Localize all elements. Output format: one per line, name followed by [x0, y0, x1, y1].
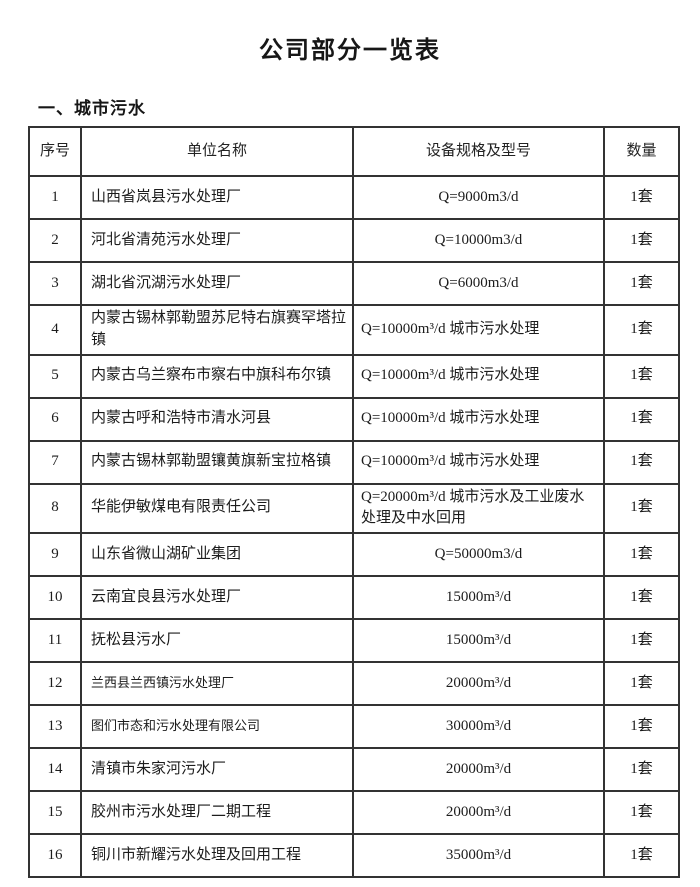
- row-seq: 5: [28, 353, 82, 399]
- sewage-projects-table: 序号 单位名称 设备规格及型号 数量 1 山西省岚县污水处理厂 Q=9000m3/d…: [28, 126, 680, 878]
- row-spec: 30000m³/d: [352, 704, 605, 749]
- column-header-seq: 序号: [28, 126, 82, 177]
- row-unit-name: 湖北省沉湖污水处理厂: [80, 261, 354, 306]
- row-seq: 11: [28, 618, 82, 663]
- row-spec: 20000m³/d: [352, 790, 605, 835]
- row-unit-name: 内蒙古呼和浩特市清水河县: [80, 396, 354, 442]
- row-unit-name: 内蒙古乌兰察布市察右中旗科布尔镇: [80, 353, 354, 399]
- row-qty: 1套: [603, 618, 680, 663]
- row-spec: Q=9000m3/d: [352, 175, 605, 220]
- table-body: 1 山西省岚县污水处理厂 Q=9000m3/d 1套 2 河北省清苑污水处理厂 Q=1000…: [28, 175, 680, 878]
- table-row: 12 兰西县兰西镇污水处理厂 20000m³/d 1套: [28, 661, 680, 706]
- row-spec: Q=10000m3/d: [352, 218, 605, 263]
- table-row: 14 清镇市朱家河污水厂 20000m³/d 1套: [28, 747, 680, 792]
- row-qty: 1套: [603, 439, 680, 485]
- table-row: 9 山东省微山湖矿业集团 Q=50000m3/d 1套: [28, 532, 680, 577]
- row-qty: 1套: [603, 396, 680, 442]
- row-qty: 1套: [603, 261, 680, 306]
- row-unit-name: 内蒙古锡林郭勒盟苏尼特右旗赛罕塔拉镇: [80, 304, 354, 356]
- row-unit-name: 云南宜良县污水处理厂: [80, 575, 354, 620]
- row-seq: 16: [28, 833, 82, 878]
- row-seq: 15: [28, 790, 82, 835]
- table-row: 4 内蒙古锡林郭勒盟苏尼特右旗赛罕塔拉镇 Q=10000m³/d 城市污水处理 1套: [28, 304, 680, 356]
- document-page: 公司部分一览表 一、城市污水 序号 单位名称 设备规格及型号 数量 1 山西省岚县…: [0, 30, 700, 887]
- row-seq: 4: [28, 304, 82, 356]
- table-row: 16 铜川市新耀污水处理及回用工程 35000m³/d 1套: [28, 833, 680, 878]
- row-seq: 9: [28, 532, 82, 577]
- row-qty: 1套: [603, 482, 680, 534]
- row-qty: 1套: [603, 790, 680, 835]
- row-seq: 7: [28, 439, 82, 485]
- table-row: 1 山西省岚县污水处理厂 Q=9000m3/d 1套: [28, 175, 680, 220]
- row-qty: 1套: [603, 833, 680, 878]
- row-spec: Q=6000m3/d: [352, 261, 605, 306]
- column-header-unit-name: 单位名称: [80, 126, 354, 177]
- row-spec: Q=10000m³/d 城市污水处理: [352, 439, 605, 485]
- row-qty: 1套: [603, 218, 680, 263]
- table-row: 3 湖北省沉湖污水处理厂 Q=6000m3/d 1套: [28, 261, 680, 306]
- table-row: 15 胶州市污水处理厂二期工程 20000m³/d 1套: [28, 790, 680, 835]
- row-unit-name: 山西省岚县污水处理厂: [80, 175, 354, 220]
- row-spec: Q=10000m³/d 城市污水处理: [352, 353, 605, 399]
- table-row: 10 云南宜良县污水处理厂 15000m³/d 1套: [28, 575, 680, 620]
- row-seq: 10: [28, 575, 82, 620]
- row-spec: 15000m³/d: [352, 575, 605, 620]
- row-spec: Q=10000m³/d 城市污水处理: [352, 396, 605, 442]
- row-qty: 1套: [603, 175, 680, 220]
- table-row: 11 抚松县污水厂 15000m³/d 1套: [28, 618, 680, 663]
- row-unit-name: 胶州市污水处理厂二期工程: [80, 790, 354, 835]
- row-spec: Q=50000m3/d: [352, 532, 605, 577]
- row-seq: 6: [28, 396, 82, 442]
- page-title: 公司部分一览表: [259, 38, 441, 64]
- row-unit-name: 铜川市新耀污水处理及回用工程: [80, 833, 354, 878]
- section-heading: 一、城市污水: [38, 99, 146, 118]
- row-seq: 2: [28, 218, 82, 263]
- table-header-row: 序号 单位名称 设备规格及型号 数量: [28, 126, 680, 177]
- row-unit-name: 河北省清苑污水处理厂: [80, 218, 354, 263]
- table-row: 5 内蒙古乌兰察布市察右中旗科布尔镇 Q=10000m³/d 城市污水处理 1套: [28, 353, 680, 399]
- row-spec: 20000m³/d: [352, 747, 605, 792]
- row-seq: 8: [28, 482, 82, 534]
- row-unit-name: 图们市态和污水处理有限公司: [80, 704, 354, 749]
- row-spec: 15000m³/d: [352, 618, 605, 663]
- row-spec: Q=20000m³/d 城市污水及工业废水处理及中水回用: [352, 482, 605, 534]
- row-unit-name: 内蒙古锡林郭勒盟镶黄旗新宝拉格镇: [80, 439, 354, 485]
- table-row: 13 图们市态和污水处理有限公司 30000m³/d 1套: [28, 704, 680, 749]
- row-unit-name: 抚松县污水厂: [80, 618, 354, 663]
- row-qty: 1套: [603, 304, 680, 356]
- table-row: 2 河北省清苑污水处理厂 Q=10000m3/d 1套: [28, 218, 680, 263]
- table-row: 7 内蒙古锡林郭勒盟镶黄旗新宝拉格镇 Q=10000m³/d 城市污水处理 1套: [28, 439, 680, 485]
- row-qty: 1套: [603, 661, 680, 706]
- row-unit-name: 山东省微山湖矿业集团: [80, 532, 354, 577]
- column-header-qty: 数量: [603, 126, 680, 177]
- row-spec: Q=10000m³/d 城市污水处理: [352, 304, 605, 356]
- row-qty: 1套: [603, 747, 680, 792]
- row-qty: 1套: [603, 575, 680, 620]
- row-spec: 35000m³/d: [352, 833, 605, 878]
- row-seq: 14: [28, 747, 82, 792]
- table-row: 6 内蒙古呼和浩特市清水河县 Q=10000m³/d 城市污水处理 1套: [28, 396, 680, 442]
- row-seq: 1: [28, 175, 82, 220]
- row-seq: 12: [28, 661, 82, 706]
- row-qty: 1套: [603, 532, 680, 577]
- row-unit-name: 清镇市朱家河污水厂: [80, 747, 354, 792]
- row-seq: 3: [28, 261, 82, 306]
- row-qty: 1套: [603, 704, 680, 749]
- row-unit-name: 华能伊敏煤电有限责任公司: [80, 482, 354, 534]
- row-seq: 13: [28, 704, 82, 749]
- row-unit-name: 兰西县兰西镇污水处理厂: [80, 661, 354, 706]
- row-spec: 20000m³/d: [352, 661, 605, 706]
- table-row: 8 华能伊敏煤电有限责任公司 Q=20000m³/d 城市污水及工业废水处理及中水回…: [28, 482, 680, 534]
- row-qty: 1套: [603, 353, 680, 399]
- column-header-spec: 设备规格及型号: [352, 126, 605, 177]
